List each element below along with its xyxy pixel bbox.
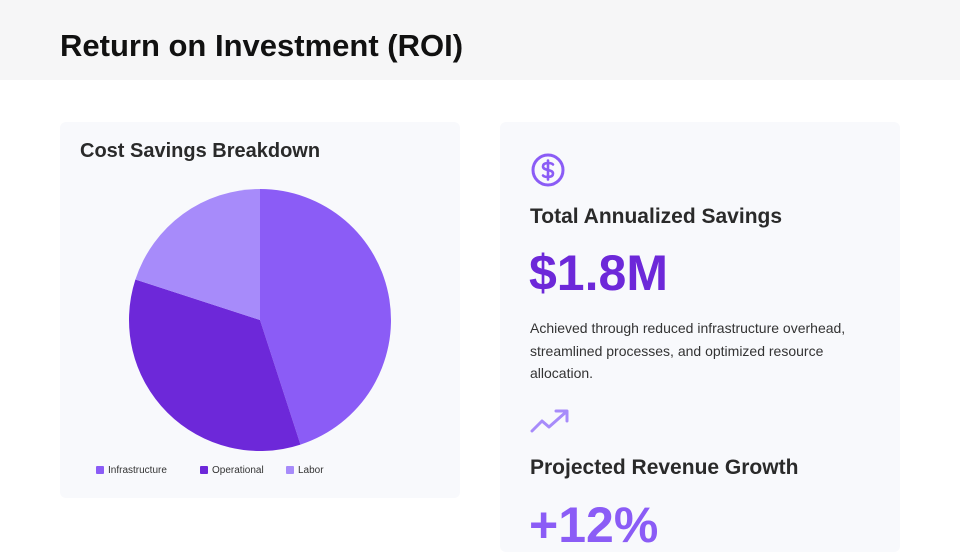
growth-title: Projected Revenue Growth xyxy=(530,456,799,479)
header: Return on Investment (ROI) xyxy=(0,0,960,80)
savings-value: $1.8M xyxy=(529,245,668,301)
savings-title: Total Annualized Savings xyxy=(530,205,783,228)
pie-slice xyxy=(260,189,391,445)
legend-swatch xyxy=(200,466,208,474)
legend-label: Infrastructure xyxy=(108,465,167,476)
dollar-icon xyxy=(531,153,565,187)
trend-icon xyxy=(530,409,569,433)
pie-slice xyxy=(129,279,301,452)
chart: Infrastructure Operational Labor xyxy=(96,189,391,476)
chart-card: Infrastructure Operational Labor Cost Savi… xyxy=(60,122,460,498)
growth-value: +12% xyxy=(529,497,659,553)
legend-swatch xyxy=(96,466,104,474)
savings-description: Achieved through reduced infrastructure … xyxy=(530,320,846,381)
legend-label: Operational xyxy=(212,465,264,476)
pie-slice xyxy=(135,189,260,320)
legend-swatch xyxy=(286,466,294,474)
legend-label: Labor xyxy=(298,465,324,476)
metrics-card: Total Annualized Savings $1.8M Achieved … xyxy=(500,122,900,553)
page-title: Return on Investment (ROI) xyxy=(60,28,464,63)
chart-title: Cost Savings Breakdown xyxy=(80,140,321,162)
